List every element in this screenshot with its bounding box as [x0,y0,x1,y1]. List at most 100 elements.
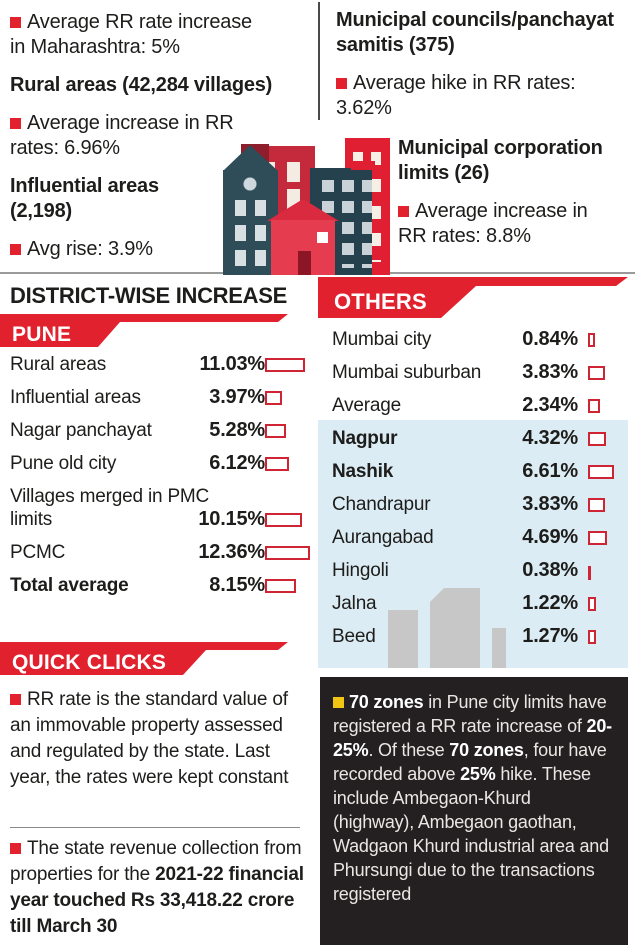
bullet-square-icon [336,78,347,89]
bullet-square-icon [10,244,21,255]
stat-text: Average hike in RR rates: 3.62% [336,72,576,119]
top-stats-right-lower-column: Municipal corporation limits (26) Average… [398,136,633,262]
row-value: 10.15% [198,508,265,530]
row-bar [265,546,310,560]
bullet-square-icon [398,206,409,217]
row-label: Villages merged in PMC limits [10,486,210,530]
top-stats-left-column: Average RR rate increase in Maharashtra:… [10,10,310,275]
quick-clicks-paragraph-2: The state revenue collection from proper… [10,836,306,940]
paragraph-text: RR rate is the standard value of an immo… [10,689,289,788]
row-bar [588,597,596,611]
city-silhouette-block [388,610,418,668]
row-value: 3.83% [522,361,578,383]
row-bar [265,513,302,527]
row-value: 1.27% [522,625,578,647]
row-value: 6.12% [209,452,265,474]
table-row: Aurangabad 4.69% [332,526,628,549]
stat-text: Municipal councils/panchayat samitis (37… [336,9,614,56]
row-value: 3.83% [522,493,578,515]
stat-heading: Municipal councils/panchayat samitis (37… [336,8,634,58]
table-row: PCMC 12.36% [10,541,310,564]
bold-text-segment: 70 zones [449,740,524,760]
row-value: 6.61% [522,460,578,482]
bold-text-segment: 20-25% [333,716,612,760]
row-value: 0.84% [522,328,578,350]
table-row: Pune old city 6.12% [10,452,310,475]
row-label: Nagar panchayat [10,420,152,441]
pune-banner: PUNE [0,314,288,347]
row-bar [588,498,605,512]
row-bar [588,566,591,580]
pune-table: Rural areas 11.03% Influential areas 3.97% N… [10,353,310,607]
row-label: Average [332,395,402,416]
table-row: Nagpur 4.32% [332,427,628,450]
row-value: 4.69% [522,526,578,548]
stat-text: Average increase in RR rates: 6.96% [10,112,234,159]
row-label: PCMC [10,542,66,563]
row-label: Hingoli [332,560,389,581]
row-label: Aurangabad [332,527,434,548]
table-row: Hingoli 0.38% [332,559,628,582]
row-bar [588,399,600,413]
text-segment: RR rate is the standard value of an immo… [10,689,289,788]
row-label: Pune old city [10,453,117,474]
stat-text: Avg rise: 3.9% [27,238,153,260]
buildings-illustration [205,128,405,275]
table-row: Jalna 1.22% [332,592,628,615]
stat-text: Average increase in RR rates: 8.8% [398,200,588,247]
row-bar [265,457,289,471]
row-label: Total average [10,575,129,596]
pune-zones-note: 70 zones in Pune city limits have regist… [320,677,628,945]
row-bar [588,366,605,380]
stat-text: Municipal corporation limits (26) [398,137,603,184]
others-banner: OTHERS [318,277,628,318]
text-segment: . Of these [368,740,450,760]
bold-text-segment: 70 zones [349,692,424,712]
paragraph-text: The state revenue collection from proper… [10,838,304,937]
row-value: 4.32% [522,427,578,449]
table-row: Rural areas 11.03% [10,353,310,376]
quick-clicks-paragraph-1: RR rate is the standard value of an immo… [10,687,306,791]
row-bar [588,465,614,479]
stat-heading: Rural areas (42,284 villages) [10,73,310,98]
row-label: Mumbai suburban [332,362,482,383]
row-value: 11.03% [199,353,265,375]
row-label: Rural areas [10,354,107,375]
top-stats-right-column: Municipal councils/panchayat samitis (37… [336,8,634,134]
stat-bullet: Average increase in RR rates: 6.96% [10,111,310,161]
teal-house-building [223,170,278,275]
pune-banner-label: PUNE [12,323,72,346]
table-row: Villages merged in PMC limits 10.15% [10,485,310,531]
row-label: Chandrapur [332,494,431,515]
building-sign [351,161,375,170]
row-bar [588,531,607,545]
table-row: Beed 1.27% [332,625,628,648]
text-segment: , four have recorded above [333,740,607,784]
table-row: Mumbai city 0.84% [332,328,628,351]
stat-heading: Influential areas (2,198) [10,174,310,224]
stat-heading: Municipal corporation limits (26) [398,136,633,186]
bullet-square-icon [10,843,21,854]
bullet-square-icon [10,694,21,705]
table-row: Total average 8.15% [10,574,310,597]
table-row: Nashik 6.61% [332,460,628,483]
row-bar [588,630,596,644]
city-silhouette-step [492,628,506,668]
yellow-bullet-icon [333,697,344,708]
row-value: 5.28% [209,419,265,441]
stat-bullet: Average increase in RR rates: 8.8% [398,199,633,249]
row-bar [265,579,296,593]
stat-text: Average RR rate increase in Maharashtra:… [10,11,252,58]
stat-text: Rural areas (42,284 villages) [10,74,273,96]
row-label: Jalna [332,593,377,614]
row-label: Nashik [332,461,394,482]
row-value: 0.38% [522,559,578,581]
city-silhouette-tower [430,588,480,668]
row-bar [588,333,595,347]
quick-clicks-banner: QUICK CLICKS [0,642,288,675]
teal-house-roof [223,145,278,171]
row-label: Influential areas [10,387,141,408]
row-value: 1.22% [522,592,578,614]
district-section-title: DISTRICT-WISE INCREASE [10,283,287,308]
row-label: Nagpur [332,428,398,449]
